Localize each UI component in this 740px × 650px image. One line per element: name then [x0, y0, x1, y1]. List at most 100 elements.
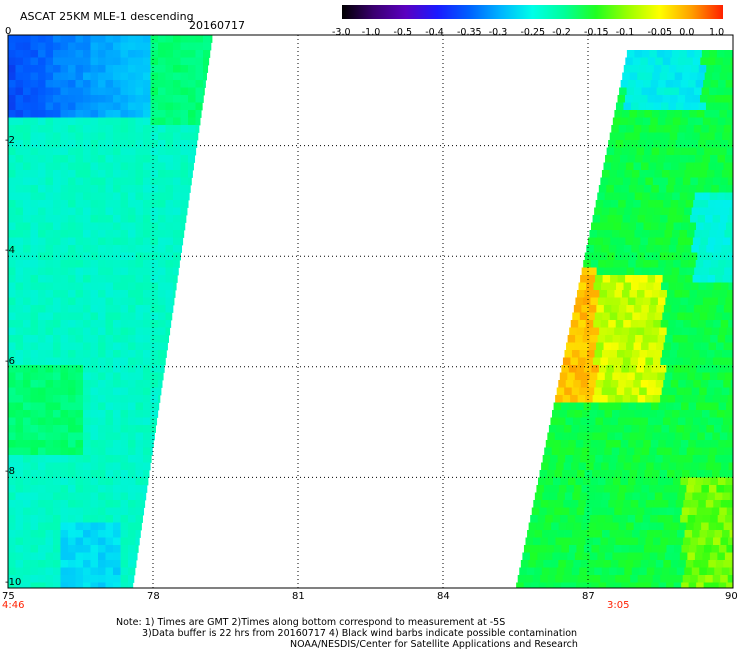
swath-cell	[611, 485, 620, 493]
swath-cell	[586, 245, 595, 253]
swath-cell	[666, 402, 674, 411]
swath-cell	[90, 537, 99, 546]
swath-cell	[663, 125, 672, 133]
swath-cell	[68, 290, 76, 298]
swath-cell	[30, 560, 39, 568]
swath-cell	[180, 140, 189, 148]
swath-cell	[676, 425, 685, 433]
swath-cell	[113, 260, 121, 268]
swath-cell	[68, 470, 76, 478]
swath-cell	[672, 552, 681, 561]
swath-cell	[105, 57, 114, 66]
swath-cell	[602, 237, 611, 246]
swath-cell	[120, 125, 129, 133]
swath-cell	[23, 282, 31, 291]
swath-cell	[30, 515, 39, 523]
swath-cell	[45, 365, 54, 373]
swath-cell	[75, 312, 84, 321]
swath-cell	[15, 522, 24, 531]
swath-cell	[711, 222, 719, 231]
swath-cell	[711, 402, 719, 411]
swath-cell	[660, 102, 669, 111]
swath-cell	[660, 537, 669, 546]
swath-cell	[651, 110, 660, 118]
swath-cell	[728, 65, 734, 73]
swath-cell	[730, 95, 734, 103]
swath-cell	[60, 395, 69, 403]
swath-cell	[165, 252, 174, 261]
swath-cell	[23, 312, 31, 321]
swath-cell	[650, 155, 658, 163]
swath-cell	[113, 567, 121, 576]
swath-cell	[30, 290, 39, 298]
swath-cell	[128, 230, 136, 238]
swath-cell	[682, 215, 691, 223]
swath-cell	[8, 260, 16, 268]
swath-cell	[195, 102, 203, 111]
swath-cell	[120, 275, 129, 283]
swath-cell	[631, 350, 640, 358]
swath-cell	[135, 222, 144, 231]
swath-cell	[556, 462, 564, 471]
swath-cell	[556, 387, 565, 396]
swath-cell	[98, 522, 106, 531]
swath-cell	[38, 477, 46, 486]
swath-cell	[626, 522, 635, 531]
swath-cell	[731, 125, 734, 133]
swath-cell	[143, 132, 151, 141]
swath-cell	[529, 552, 538, 561]
swath-cell	[15, 402, 24, 411]
swath-cell	[23, 222, 31, 231]
swath-cell	[150, 252, 159, 261]
swath-cell	[659, 252, 668, 261]
swath-cell	[717, 515, 726, 523]
swath-cell	[105, 417, 114, 426]
swath-cell	[128, 447, 136, 456]
swath-cell	[75, 87, 84, 96]
swath-cell	[150, 267, 159, 276]
swath-cell	[75, 237, 84, 246]
swath-cell	[639, 132, 648, 141]
swath-cell	[150, 440, 154, 448]
swath-cell	[45, 357, 54, 366]
swath-cell	[90, 222, 99, 231]
swath-cell	[8, 320, 16, 328]
swath-cell	[583, 582, 592, 589]
swath-cell	[659, 507, 668, 516]
swath-cell	[719, 147, 728, 156]
swath-cell	[23, 582, 31, 589]
swath-cell	[638, 462, 647, 471]
swath-cell	[630, 357, 639, 366]
swath-cell	[538, 545, 547, 553]
swath-cell	[730, 200, 734, 208]
swath-cell	[98, 80, 106, 88]
swath-cell	[627, 155, 636, 163]
swath-cell	[23, 447, 31, 456]
swath-cell	[135, 170, 144, 178]
swath-cell	[173, 42, 181, 51]
swath-cell	[150, 110, 159, 118]
x-tick-label: 75	[2, 591, 15, 602]
swath-cell	[120, 50, 129, 58]
swath-cell	[128, 110, 136, 118]
swath-cell	[90, 380, 99, 388]
swath-cell	[561, 507, 570, 516]
swath-cell	[83, 515, 91, 523]
swath-cell	[644, 72, 653, 81]
swath-cell	[120, 267, 129, 276]
swath-cell	[673, 185, 682, 193]
swath-cell	[135, 500, 144, 508]
swath-cell	[592, 432, 601, 441]
swath-cell	[674, 252, 683, 261]
swath-cell	[643, 80, 652, 88]
swath-cell	[158, 80, 166, 88]
swath-cell	[188, 147, 196, 156]
swath-cell	[15, 507, 24, 516]
swath-cell	[580, 275, 588, 283]
swath-cell	[90, 395, 99, 403]
swath-cell	[639, 530, 648, 538]
swath-cell	[669, 350, 678, 358]
swath-cell	[704, 290, 713, 298]
swath-cell	[690, 537, 699, 546]
swath-cell	[590, 260, 599, 268]
